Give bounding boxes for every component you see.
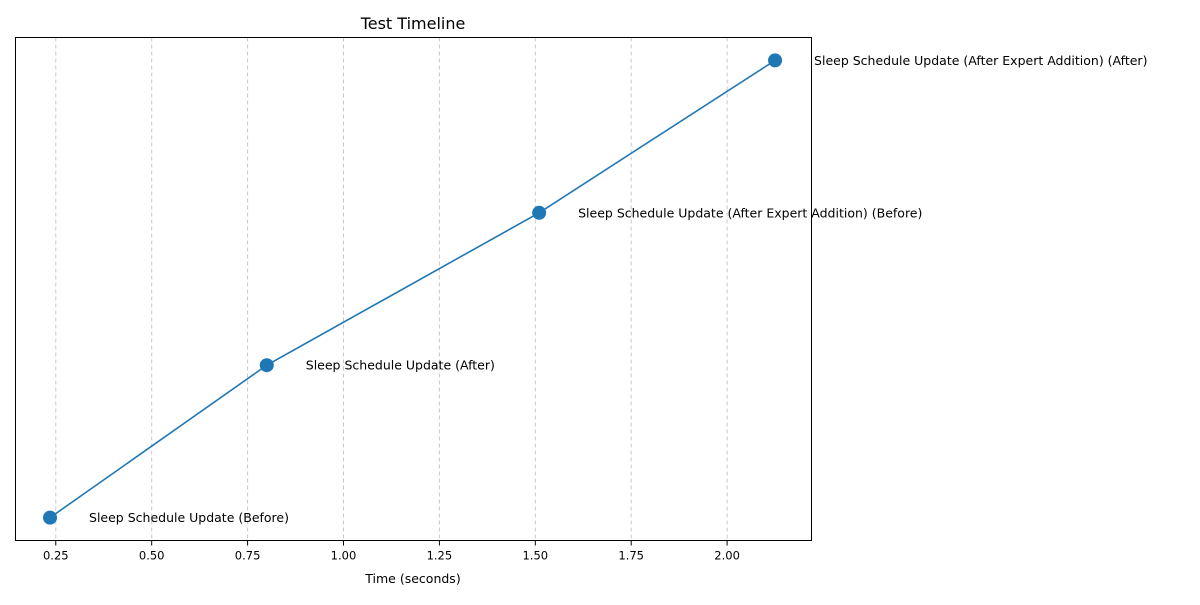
x-tick-label: 0.50 — [139, 549, 165, 563]
data-points — [43, 53, 783, 525]
x-tick-label: 1.00 — [331, 549, 357, 563]
series-line — [49, 59, 776, 519]
x-tick-label: 0.25 — [43, 549, 69, 563]
x-tick-label: 0.75 — [235, 549, 261, 563]
plot-frame — [15, 37, 812, 541]
event-label: Sleep Schedule Update (After Expert Addi… — [578, 205, 922, 220]
data-point — [259, 358, 274, 373]
event-label: Sleep Schedule Update (Before) — [89, 510, 289, 525]
x-tick-label: 1.25 — [427, 549, 453, 563]
x-tick-label: 1.75 — [618, 549, 644, 563]
data-point — [43, 510, 58, 525]
annotations: Sleep Schedule Update (Before) Sleep Sche… — [89, 53, 1147, 525]
x-tick-label: 2.00 — [714, 549, 740, 563]
event-label: Sleep Schedule Update (After Expert Addi… — [814, 53, 1147, 68]
x-axis-label: Time (seconds) — [364, 571, 460, 586]
x-tick-label: 1.50 — [522, 549, 548, 563]
data-point — [532, 205, 547, 220]
x-axis-ticks: 0.25 0.50 0.75 1.00 1.25 1.50 1.75 2.00 — [43, 540, 740, 563]
series-line-layer — [49, 59, 776, 519]
event-label: Sleep Schedule Update (After) — [306, 358, 495, 373]
grid — [55, 37, 728, 541]
data-point — [768, 53, 783, 68]
chart-title: Test Timeline — [360, 14, 466, 33]
